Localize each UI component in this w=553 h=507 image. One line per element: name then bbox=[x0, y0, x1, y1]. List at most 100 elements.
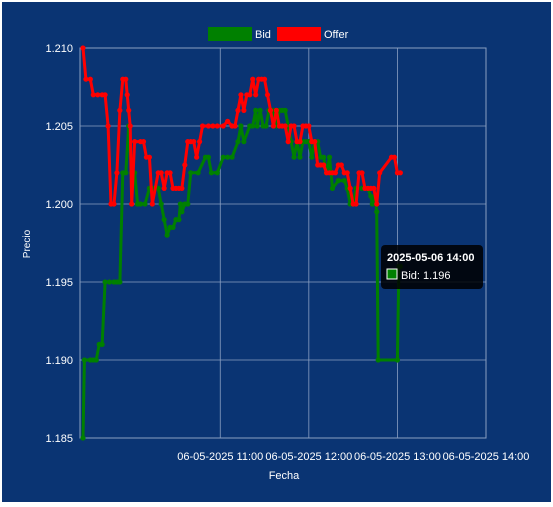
offer-data-point[interactable] bbox=[196, 139, 203, 145]
bid-data-point[interactable] bbox=[142, 201, 148, 207]
offer-data-point[interactable] bbox=[102, 92, 108, 98]
bid-data-point[interactable] bbox=[394, 357, 401, 363]
bid-data-point[interactable] bbox=[321, 154, 327, 160]
legend-item-bid[interactable]: Bid bbox=[208, 27, 271, 41]
bid-data-point[interactable] bbox=[164, 232, 170, 238]
offer-data-point[interactable] bbox=[111, 201, 117, 207]
bid-data-point[interactable] bbox=[137, 201, 144, 207]
offer-data-point[interactable] bbox=[312, 139, 318, 145]
offer-data-point[interactable] bbox=[232, 123, 238, 129]
offer-data-point[interactable] bbox=[359, 170, 365, 176]
bid-data-point[interactable] bbox=[238, 123, 244, 129]
offer-data-point[interactable] bbox=[199, 123, 206, 129]
offer-data-point[interactable] bbox=[83, 76, 89, 82]
bid-data-point[interactable] bbox=[297, 154, 303, 160]
offer-data-point[interactable] bbox=[397, 170, 403, 176]
offer-data-point[interactable] bbox=[161, 185, 167, 191]
bid-data-point[interactable] bbox=[177, 201, 183, 207]
bid-data-point[interactable] bbox=[220, 154, 226, 160]
bid-data-point[interactable] bbox=[229, 154, 235, 160]
bid-data-point[interactable] bbox=[235, 139, 241, 145]
offer-data-point[interactable] bbox=[241, 107, 247, 113]
bid-data-point[interactable] bbox=[369, 201, 375, 207]
offer-data-point[interactable] bbox=[250, 76, 256, 82]
offer-data-point[interactable] bbox=[167, 170, 173, 176]
offer-data-point[interactable] bbox=[225, 118, 231, 124]
offer-data-point[interactable] bbox=[353, 201, 359, 207]
offer-data-point[interactable] bbox=[205, 123, 212, 129]
offer-data-point[interactable] bbox=[129, 201, 135, 207]
bid-data-point[interactable] bbox=[205, 154, 212, 160]
offer-data-point[interactable] bbox=[235, 107, 241, 113]
bid-data-point[interactable] bbox=[117, 279, 123, 285]
bid-data-point[interactable] bbox=[250, 123, 256, 129]
bid-data-point[interactable] bbox=[195, 170, 201, 176]
offer-data-point[interactable] bbox=[179, 185, 185, 191]
bid-data-point[interactable] bbox=[375, 357, 381, 363]
bid-data-point[interactable] bbox=[341, 178, 347, 184]
bid-data-point[interactable] bbox=[241, 139, 247, 145]
offer-data-point[interactable] bbox=[338, 162, 344, 168]
bid-data-point[interactable] bbox=[282, 107, 288, 113]
offer-data-point[interactable] bbox=[282, 123, 288, 129]
offer-data-point[interactable] bbox=[321, 162, 327, 168]
offer-data-point[interactable] bbox=[253, 92, 259, 98]
offer-data-point[interactable] bbox=[347, 185, 353, 191]
bid-data-point[interactable] bbox=[161, 217, 167, 223]
offer-data-point[interactable] bbox=[126, 107, 132, 113]
bid-data-point[interactable] bbox=[158, 201, 164, 207]
offer-data-point[interactable] bbox=[194, 154, 200, 160]
bid-data-point[interactable] bbox=[309, 154, 315, 160]
bid-data-point[interactable] bbox=[263, 123, 269, 129]
offer-data-point[interactable] bbox=[261, 76, 268, 82]
offer-data-point[interactable] bbox=[117, 107, 123, 113]
bid-data-point[interactable] bbox=[188, 170, 194, 176]
offer-data-point[interactable] bbox=[214, 123, 220, 129]
offer-data-point[interactable] bbox=[124, 92, 130, 98]
bid-data-point[interactable] bbox=[123, 170, 129, 176]
offer-data-point[interactable] bbox=[149, 201, 155, 207]
offer-data-point[interactable] bbox=[210, 123, 216, 129]
bid-data-point[interactable] bbox=[253, 107, 259, 113]
bid-data-point[interactable] bbox=[291, 154, 297, 160]
bid-data-point[interactable] bbox=[329, 185, 336, 191]
bid-data-point[interactable] bbox=[106, 279, 113, 285]
bid-data-point[interactable] bbox=[102, 279, 108, 285]
offer-data-point[interactable] bbox=[344, 170, 350, 176]
offer-data-point[interactable] bbox=[238, 92, 244, 98]
bid-data-point[interactable] bbox=[374, 209, 380, 215]
offer-data-point[interactable] bbox=[87, 76, 93, 82]
offer-data-point[interactable] bbox=[264, 92, 271, 98]
bid-data-point[interactable] bbox=[225, 154, 231, 160]
offer-data-point[interactable] bbox=[391, 154, 398, 160]
offer-data-point[interactable] bbox=[285, 139, 291, 145]
offer-data-point[interactable] bbox=[291, 123, 297, 129]
offer-data-point[interactable] bbox=[273, 107, 279, 113]
bid-data-point[interactable] bbox=[208, 170, 214, 176]
offer-data-point[interactable] bbox=[377, 170, 383, 176]
offer-data-point[interactable] bbox=[182, 162, 188, 168]
offer-data-point[interactable] bbox=[220, 123, 226, 129]
bid-data-point[interactable] bbox=[99, 341, 105, 347]
offer-data-point[interactable] bbox=[306, 123, 312, 129]
offer-data-point[interactable] bbox=[95, 92, 101, 98]
bid-data-point[interactable] bbox=[179, 209, 185, 215]
offer-data-point[interactable] bbox=[90, 92, 96, 98]
offer-data-point[interactable] bbox=[158, 170, 164, 176]
offer-data-point[interactable] bbox=[247, 92, 253, 98]
bid-data-point[interactable] bbox=[81, 357, 88, 363]
offer-data-point[interactable] bbox=[105, 123, 111, 129]
offer-data-point[interactable] bbox=[371, 185, 377, 191]
offer-data-point[interactable] bbox=[270, 123, 277, 129]
bid-data-point[interactable] bbox=[326, 154, 333, 160]
bid-data-point[interactable] bbox=[254, 123, 260, 129]
bid-data-point[interactable] bbox=[93, 357, 99, 363]
bid-data-point[interactable] bbox=[335, 178, 341, 184]
offer-data-point[interactable] bbox=[114, 170, 120, 176]
legend-item-offer[interactable]: Offer bbox=[277, 27, 349, 41]
offer-data-point[interactable] bbox=[132, 139, 138, 145]
offer-data-point[interactable] bbox=[374, 201, 380, 207]
bid-data-point[interactable] bbox=[368, 193, 374, 199]
bid-data-point[interactable] bbox=[170, 224, 176, 230]
bid-data-point[interactable] bbox=[214, 170, 220, 176]
